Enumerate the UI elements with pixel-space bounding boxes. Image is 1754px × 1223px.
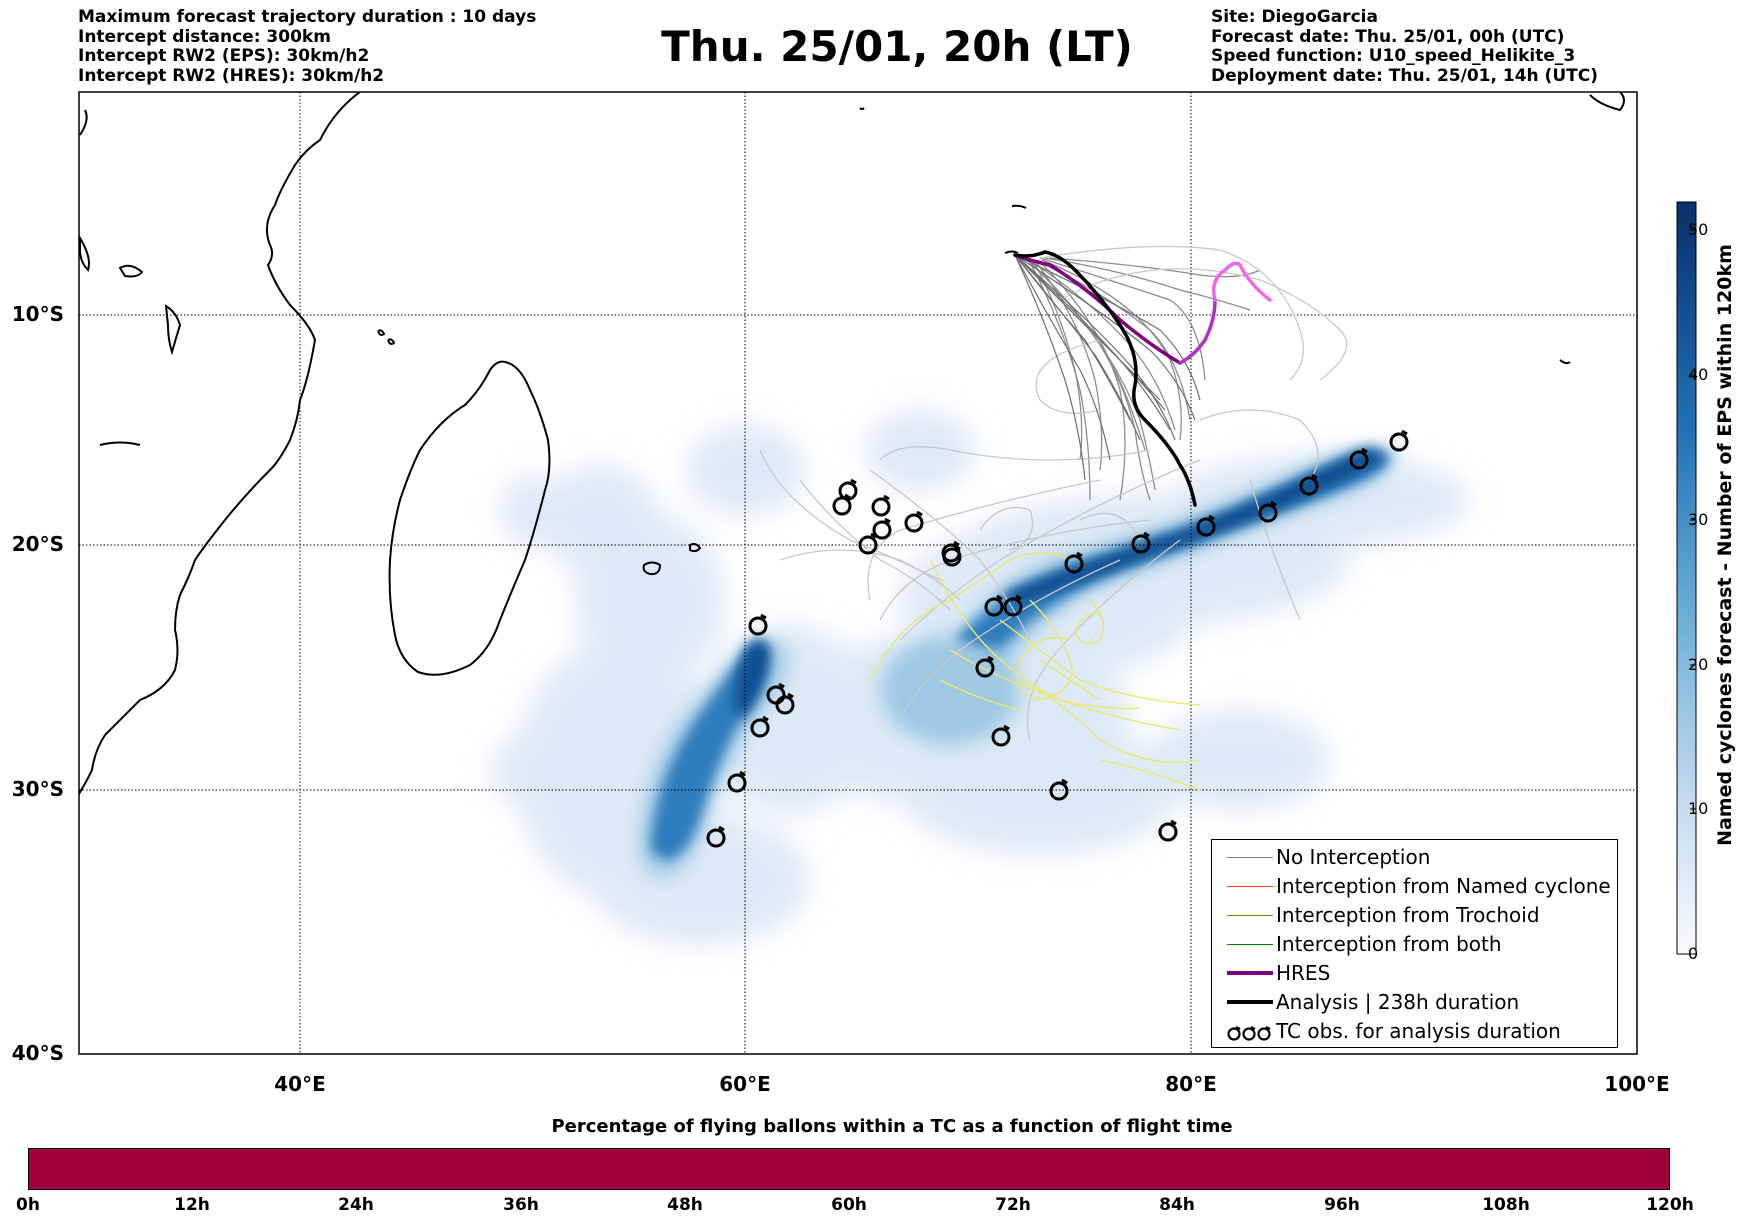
trochoid-tracks [869,551,1201,791]
intercept-hres-text: Intercept RW2 (HRES): 30km/h2 [78,65,385,86]
cyclone-symbol-icon [942,544,962,567]
eps-tracks-fan [1014,254,1201,481]
cyclone-symbol-icon [775,692,795,715]
speed-function-text: Speed function: U10_speed_Helikite_3 [1211,46,1576,66]
legend-swatch [1227,886,1273,887]
lat-label-40s: 40°S [11,1041,64,1065]
legend: No Interception Interception from Named … [1211,839,1618,1048]
cyclone-symbol-icon [1258,500,1278,523]
cyclone-symbol-icon [748,613,768,636]
legend-item: Interception from both [1212,930,1617,959]
legend-swatch [1227,971,1273,975]
bottom-tick-label: 120h [1646,1195,1694,1215]
colorbar-tick-label: 10 [1688,799,1709,818]
colorbar-tick-label: 50 [1688,220,1709,239]
lat-label-30s: 30°S [11,777,64,801]
bottom-tick-label: 48h [667,1195,703,1215]
lat-label-10s: 10°S [11,302,64,326]
cyclone-symbol-icon [984,594,1004,617]
bottom-tick-label: 24h [338,1195,374,1215]
bottom-colorbar-title: Percentage of flying ballons within a TC… [551,1116,1233,1137]
cyclone-symbol-icon [1049,778,1069,801]
legend-label: Interception from Trochoid [1276,903,1540,927]
map-title: Thu. 25/01, 20h (LT) [661,22,1133,71]
colorbar-tick-label: 0 [1688,944,1699,963]
legend-label: Analysis | 238h duration [1276,990,1520,1014]
cyclone-density-field [490,410,1470,945]
cyclone-symbol-icon [750,715,770,738]
forecast-date-text: Forecast date: Thu. 25/01, 00h (UTC) [1211,26,1565,47]
legend-item: Interception from Trochoid [1212,901,1617,930]
colorbar-right-title: Named cyclones forecast - Number of EPS … [1714,244,1736,846]
map-gridlines [79,92,1637,1054]
deployment-date-text: Deployment date: Thu. 25/01, 14h (UTC) [1211,65,1598,86]
cyclone-symbol-icon [871,494,891,517]
hres-track [1013,253,1272,365]
cyclone-symbol-icon [1131,531,1151,554]
colorbar-tick-label: 20 [1688,655,1709,674]
legend-swatch [1227,1000,1273,1004]
cyclone-symbol-icon [1349,447,1369,470]
cyclone-symbol-icon [1389,429,1409,452]
cyclone-symbol-icon [991,724,1011,747]
legend-swatch [1227,915,1273,916]
header-info-left: Maximum forecast trajectory duration : 1… [78,7,537,86]
bottom-tick-label: 72h [995,1195,1031,1215]
legend-label: Interception from Named cyclone [1276,874,1611,898]
legend-item: Interception from Named cyclone [1212,872,1617,901]
legend-item: HRES [1212,959,1617,988]
cyclone-symbol-icon [904,510,924,533]
legend-label: No Interception [1276,845,1431,869]
legend-item: No Interception [1212,843,1617,872]
bottom-tick-label: 36h [503,1195,539,1215]
legend-swatch [1227,944,1273,945]
intercept-eps-text: Intercept RW2 (EPS): 30km/h2 [78,46,370,66]
cyclone-symbol-icon [1003,594,1023,617]
bottom-tick-label: 96h [1324,1195,1360,1215]
cyclone-symbol-icon [1064,551,1084,574]
legend-swatch [1227,857,1273,858]
legend-label: Interception from both [1276,932,1502,956]
map-frame [78,91,1638,1055]
analysis-track [1013,250,1197,507]
lon-label-100e: 100°E [1604,1072,1670,1096]
cyclone-symbol-icon [872,517,892,540]
colorbar-right [1676,201,1697,955]
cyclone-symbol-icon [838,478,858,501]
bottom-tick-label: 0h [16,1195,40,1215]
intercept-distance-text: Intercept distance: 300km [78,26,331,47]
lon-label-40e: 40°E [274,1072,326,1096]
legend-label: TC obs. for analysis duration [1276,1019,1561,1043]
cyclone-symbol-icon [1158,819,1178,842]
cyclone-symbol-icon [1227,1026,1271,1041]
max-duration-text: Maximum forecast trajectory duration : 1… [78,7,537,27]
colorbar-tick-label: 30 [1688,510,1709,529]
tc-observation-symbols [706,429,1409,848]
bottom-tick-label: 60h [831,1195,867,1215]
header-info-right: Site: DiegoGarcia Forecast date: Thu. 25… [1211,7,1598,86]
cyclone-symbol-icon [727,770,747,793]
colorbar-tick-label: 40 [1688,365,1709,384]
coastlines [79,92,1625,796]
lon-label-60e: 60°E [719,1072,771,1096]
cyclone-symbol-icon [706,825,726,848]
legend-label: HRES [1276,961,1331,985]
cyclone-symbol-icon [1196,514,1216,537]
cyclone-symbol-icon [1299,473,1319,496]
cyclone-symbol-icon [975,655,995,678]
site-text: Site: DiegoGarcia [1211,7,1378,27]
bottom-tick-label: 84h [1159,1195,1195,1215]
legend-item: Analysis | 238h duration [1212,988,1617,1017]
lon-label-80e: 80°E [1165,1072,1217,1096]
colorbar-right-ticks [1690,229,1696,955]
lat-label-20s: 20°S [11,532,64,556]
bottom-colorbar [28,1148,1670,1190]
bottom-tick-label: 108h [1482,1195,1530,1215]
bottom-tick-label: 12h [174,1195,210,1215]
legend-item: TC obs. for analysis duration [1212,1017,1617,1046]
